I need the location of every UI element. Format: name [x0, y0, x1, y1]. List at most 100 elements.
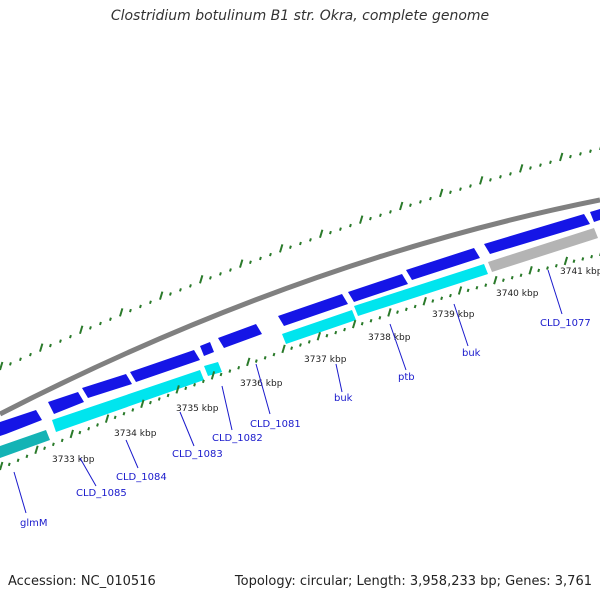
- inner-tick: [104, 414, 110, 423]
- outer-tick: [419, 200, 422, 204]
- reverse-gene[interactable]: [354, 264, 488, 316]
- gene-label[interactable]: CLD_1084: [116, 472, 167, 483]
- inner-tick: [528, 266, 533, 275]
- outer-tick: [529, 166, 532, 170]
- inner-tick: [343, 327, 346, 332]
- inner-tick: [431, 299, 435, 303]
- gene-label[interactable]: buk: [462, 348, 481, 359]
- gene-label[interactable]: CLD_1081: [250, 419, 301, 430]
- outer-tick: [189, 284, 192, 288]
- outer-tick: [179, 288, 182, 292]
- inner-tick: [210, 371, 216, 380]
- inner-tick: [60, 438, 64, 443]
- inner-tick: [246, 357, 251, 367]
- inner-tick: [290, 346, 294, 350]
- forward-gene[interactable]: [130, 350, 200, 382]
- outer-tick: [149, 300, 152, 305]
- forward-gene[interactable]: [82, 374, 132, 398]
- inner-tick: [396, 310, 399, 314]
- inner-tick: [563, 256, 569, 266]
- inner-tick: [537, 268, 541, 273]
- pseudo-gene[interactable]: [488, 228, 598, 272]
- reverse-gene[interactable]: [52, 370, 204, 432]
- outer-tick: [549, 160, 552, 165]
- outer-tick: [339, 227, 342, 231]
- gene-label[interactable]: CLD_1077: [540, 318, 591, 329]
- inner-tick: [519, 273, 523, 278]
- reverse-strand-genes: [0, 228, 598, 458]
- kbp-label: 3737 kbp: [304, 355, 347, 365]
- inner-tick: [228, 369, 232, 373]
- reverse-gene[interactable]: [204, 362, 222, 376]
- outer-tick: [519, 164, 524, 173]
- forward-gene[interactable]: [406, 248, 480, 280]
- inner-tick: [360, 321, 364, 326]
- outer-tick: [449, 190, 452, 195]
- forward-gene[interactable]: [590, 209, 600, 222]
- outer-tick: [319, 229, 324, 239]
- inner-tick: [122, 411, 126, 416]
- inner-tick: [546, 266, 549, 270]
- inner-tick: [457, 286, 463, 295]
- outer-tick: [459, 187, 462, 191]
- gene-label[interactable]: glmM: [20, 518, 48, 529]
- gene-labels: glmM CLD_1085 CLD_1084 CLD_1083 CLD_1082…: [20, 318, 591, 529]
- outer-tick: [409, 203, 412, 207]
- outer-tick: [369, 216, 372, 221]
- outer-tick: [199, 275, 204, 284]
- outer-tick: [9, 362, 12, 366]
- inner-tick: [440, 296, 444, 301]
- genome-summary-text: Topology: circular; Length: 3,958,233 bp…: [234, 574, 592, 589]
- outer-tick: [129, 308, 132, 313]
- inner-tick: [554, 263, 558, 268]
- gene-label[interactable]: CLD_1082: [212, 433, 263, 444]
- outer-tick: [29, 352, 32, 357]
- forward-gene[interactable]: [48, 392, 84, 414]
- outer-tick: [579, 152, 582, 156]
- inner-tick: [493, 275, 498, 285]
- kbp-label: 3740 kbp: [496, 289, 539, 299]
- outer-tick: [359, 215, 364, 224]
- outer-tick: [539, 163, 542, 167]
- inner-tick: [501, 278, 505, 282]
- outer-tick: [59, 339, 62, 343]
- gene-label[interactable]: buk: [334, 393, 353, 404]
- gene-label[interactable]: ptb: [398, 372, 415, 383]
- kbp-label: 3734 kbp: [114, 429, 157, 439]
- outer-tick: [289, 245, 292, 249]
- forward-gene[interactable]: [200, 342, 214, 356]
- genome-title: Clostridium botulinum B1 str. Okra, comp…: [110, 8, 490, 24]
- inner-tick: [572, 259, 576, 263]
- reverse-gene[interactable]: [0, 430, 50, 458]
- outer-tick: [479, 176, 484, 185]
- inner-tick: [166, 393, 170, 398]
- forward-gene[interactable]: [278, 294, 348, 326]
- forward-gene[interactable]: [484, 214, 590, 254]
- kbp-label: 3741 kbp: [560, 267, 600, 277]
- inner-tick: [307, 340, 311, 344]
- inner-tick: [449, 293, 452, 298]
- inner-tick: [140, 399, 145, 409]
- inner-tick: [0, 461, 4, 471]
- outer-tick: [219, 272, 222, 276]
- gene-label[interactable]: CLD_1083: [172, 449, 223, 460]
- forward-gene[interactable]: [0, 410, 42, 436]
- forward-gene[interactable]: [218, 324, 262, 348]
- forward-gene[interactable]: [348, 274, 408, 302]
- kbp-label: 3739 kbp: [432, 310, 475, 320]
- inner-tick: [16, 458, 20, 463]
- inner-tick: [325, 333, 329, 338]
- outer-tick: [299, 241, 302, 246]
- gene-label[interactable]: CLD_1085: [76, 488, 127, 499]
- forward-strand-genes: [0, 209, 600, 436]
- reverse-gene[interactable]: [282, 310, 356, 344]
- inner-tick: [466, 288, 470, 293]
- outer-tick: [119, 308, 124, 317]
- inner-tick: [113, 415, 117, 420]
- kbp-labels: 3733 kbp 3734 kbp 3735 kbp 3736 kbp 3737…: [52, 267, 600, 465]
- outer-tick: [389, 210, 392, 214]
- inner-tick: [219, 372, 223, 377]
- outer-tick-ring: [0, 146, 600, 371]
- outer-tick: [99, 321, 102, 326]
